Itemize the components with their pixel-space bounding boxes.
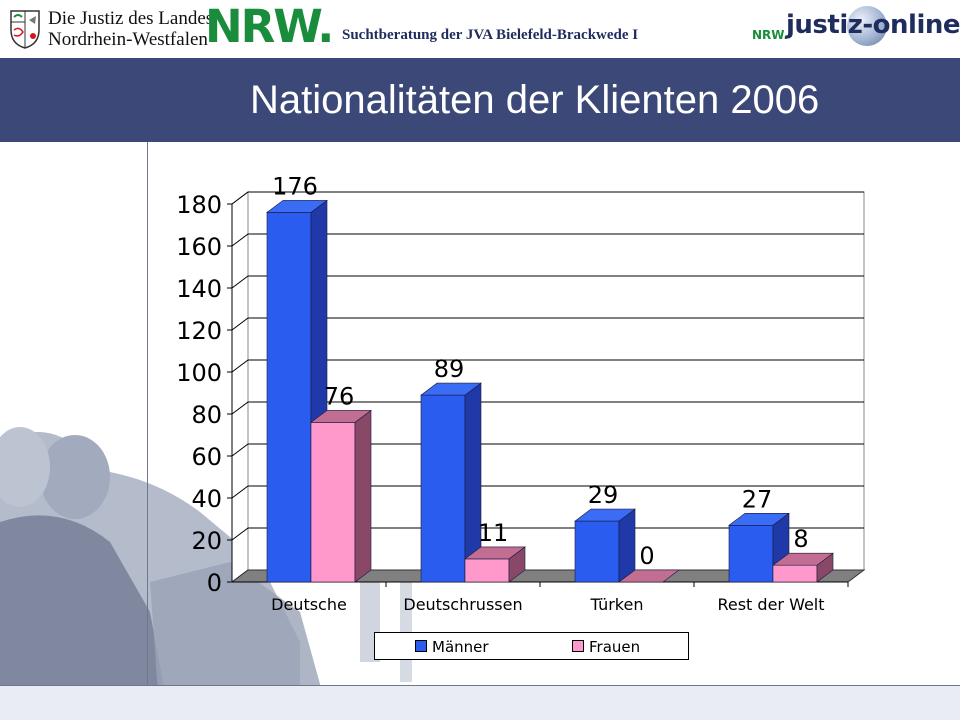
gridline — [231, 233, 864, 247]
header-subtitle: Suchtberatung der JVA Bielefeld-Brackwed… — [342, 27, 639, 43]
data-label-frauen: 11 — [478, 519, 509, 547]
bar-frauen — [464, 558, 510, 583]
y-tick-label: 160 — [176, 233, 222, 261]
globe-icon — [847, 6, 887, 46]
legend-item-maenner: Männer — [415, 638, 489, 656]
y-tick-label: 120 — [176, 317, 222, 345]
y-tick-label: 140 — [176, 275, 222, 303]
legend-swatch-maenner — [415, 640, 427, 652]
gridline — [231, 275, 864, 289]
data-label-frauen: 0 — [639, 542, 654, 570]
bar-maenner — [266, 212, 312, 583]
slide-title: Nationalitäten der Klienten 2006 — [250, 78, 820, 122]
data-label-frauen: 8 — [793, 525, 808, 553]
x-tick-label: Deutsche — [271, 595, 347, 614]
gridline — [231, 401, 864, 415]
legend-label-frauen: Frauen — [589, 638, 641, 656]
y-tick-label: 180 — [176, 191, 222, 219]
bar-top-frauen — [464, 546, 526, 560]
bar-maenner — [420, 394, 466, 583]
footer-band — [0, 686, 960, 720]
justiz-online-nrw-label: NRW. — [752, 28, 789, 42]
plot-side-wall — [231, 191, 249, 583]
y-tick-label: 100 — [176, 359, 222, 387]
nrw-logo: NRW. — [205, 0, 334, 53]
gridline — [231, 191, 864, 205]
bar-frauen — [310, 422, 356, 583]
horizontal-divider-line — [0, 685, 960, 686]
data-label-maenner: 176 — [272, 172, 318, 200]
bar-top-frauen — [310, 410, 372, 423]
header: Die Justiz des Landes Nordrhein-Westfale… — [0, 0, 960, 58]
gridline — [231, 359, 864, 373]
legend-item-frauen: Frauen — [572, 638, 640, 656]
bar-top-frauen — [772, 552, 834, 566]
gridline — [231, 485, 864, 499]
legend-label-maenner: Männer — [432, 638, 489, 656]
title-bar — [0, 58, 960, 142]
y-tick-label: 0 — [207, 569, 222, 597]
justiz-line2: Nordrhein-Westfalen — [48, 29, 208, 50]
data-label-maenner: 89 — [434, 355, 465, 383]
justiz-online-label: justiz-online — [786, 10, 960, 40]
bar-frauen — [772, 564, 818, 583]
vertical-divider-line — [147, 142, 148, 686]
bar-top-maenner — [420, 382, 482, 396]
y-tick-label: 80 — [191, 401, 222, 429]
bar-top-maenner — [728, 512, 790, 526]
bar-maenner — [728, 524, 774, 583]
gridline — [231, 527, 864, 541]
justiz-line1: Die Justiz des Landes — [48, 8, 214, 29]
bar-top-maenner — [574, 508, 636, 522]
gridline — [231, 443, 864, 457]
x-tick-label: Rest der Welt — [717, 595, 824, 614]
y-tick-label: 20 — [191, 527, 222, 555]
nrw-logo-text: NRW. — [205, 0, 334, 53]
bar-maenner — [574, 520, 620, 583]
data-label-maenner: 27 — [742, 485, 773, 513]
data-label-maenner: 29 — [588, 481, 619, 509]
x-tick-label: Türken — [590, 595, 644, 614]
x-tick-label: Deutschrussen — [403, 595, 522, 614]
bar-side-frauen — [354, 409, 372, 583]
nationalities-bar-chart: 020406080100120140160180Deutsche17676Deu… — [176, 172, 866, 614]
gridline — [231, 317, 864, 331]
bar-top-maenner — [266, 200, 328, 213]
y-tick-label: 40 — [191, 485, 222, 513]
data-label-frauen: 76 — [324, 382, 355, 410]
y-tick-label: 60 — [191, 443, 222, 471]
justiz-nrw-wordmark: Die Justiz des Landes Nordrhein-Westfale… — [48, 8, 213, 50]
bar-side-maenner — [618, 508, 636, 583]
bar-top-frauen — [618, 569, 680, 583]
justiz-online-logo: NRW. justiz-online — [752, 6, 960, 52]
nrw-coat-of-arms-icon — [10, 10, 40, 49]
chart-legend: Männer Frauen — [374, 632, 689, 660]
legend-swatch-frauen — [572, 640, 584, 652]
